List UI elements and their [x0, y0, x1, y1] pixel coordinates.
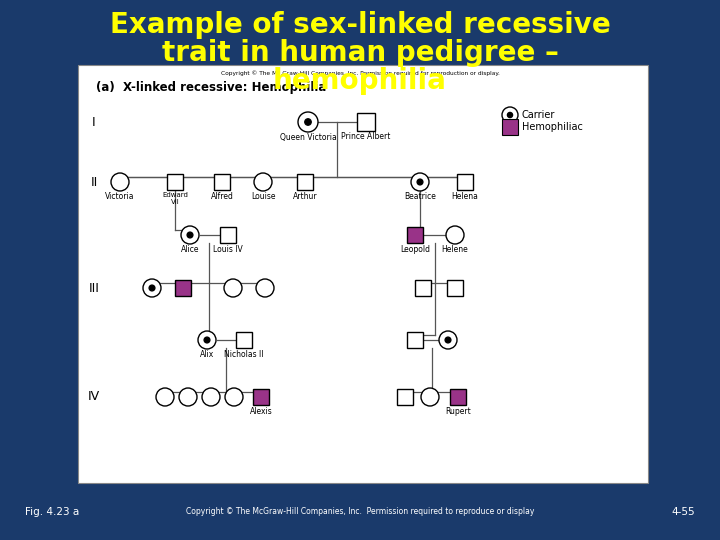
- Circle shape: [149, 285, 155, 291]
- Circle shape: [305, 119, 311, 125]
- Text: Hemophiliac: Hemophiliac: [522, 122, 583, 132]
- Circle shape: [508, 112, 513, 118]
- Circle shape: [181, 226, 199, 244]
- Text: Helena: Helena: [451, 192, 478, 201]
- Text: Arthur: Arthur: [293, 192, 318, 201]
- Text: Rupert: Rupert: [445, 407, 471, 416]
- Bar: [220, 227, 236, 243]
- Text: Copyright © The McGraw-Hill Companies, Inc.  Permission required to reproduce or: Copyright © The McGraw-Hill Companies, I…: [186, 508, 534, 516]
- Text: Louis IV: Louis IV: [213, 245, 243, 254]
- Text: (a)  X-linked recessive: Hemophilia: (a) X-linked recessive: Hemophilia: [96, 80, 326, 93]
- Bar: [407, 332, 423, 348]
- Circle shape: [256, 279, 274, 297]
- Bar: [0, 485, 720, 540]
- Text: IV: IV: [88, 390, 100, 403]
- Circle shape: [111, 173, 129, 191]
- Text: Nicholas II: Nicholas II: [224, 350, 264, 359]
- Circle shape: [225, 388, 243, 406]
- Bar: [457, 174, 473, 190]
- Bar: [167, 174, 183, 190]
- Text: Helene: Helene: [441, 245, 469, 254]
- Text: Alfred: Alfred: [210, 192, 233, 201]
- Circle shape: [198, 331, 216, 349]
- Circle shape: [187, 232, 193, 238]
- Text: Beatrice: Beatrice: [404, 192, 436, 201]
- Text: hemophilia: hemophilia: [273, 67, 447, 95]
- Text: II: II: [91, 176, 98, 188]
- Text: Fig. 4.23 a: Fig. 4.23 a: [25, 507, 79, 517]
- Circle shape: [254, 173, 272, 191]
- Text: Prince Albert: Prince Albert: [341, 132, 391, 141]
- Text: trait in human pedigree –: trait in human pedigree –: [161, 39, 559, 67]
- Text: Alix: Alix: [200, 350, 214, 359]
- Circle shape: [502, 107, 518, 123]
- Bar: [214, 174, 230, 190]
- Bar: [175, 280, 191, 296]
- Circle shape: [204, 337, 210, 343]
- Text: I: I: [92, 116, 96, 129]
- Text: Copyright © The Mc.Graw-Hill Companies, Inc. Permission required for reproductio: Copyright © The Mc.Graw-Hill Companies, …: [220, 70, 500, 76]
- Circle shape: [411, 173, 429, 191]
- Bar: [236, 332, 252, 348]
- Text: 4-55: 4-55: [671, 507, 695, 517]
- Circle shape: [202, 388, 220, 406]
- Text: Louise: Louise: [251, 192, 275, 201]
- Bar: [415, 280, 431, 296]
- Text: Edward
VII: Edward VII: [162, 192, 188, 205]
- Text: Victoria: Victoria: [105, 192, 135, 201]
- Circle shape: [439, 331, 457, 349]
- Circle shape: [143, 279, 161, 297]
- Text: Carrier: Carrier: [522, 110, 555, 120]
- Text: Leopold: Leopold: [400, 245, 430, 254]
- Bar: [447, 280, 463, 296]
- Bar: [502, 119, 518, 135]
- Circle shape: [421, 388, 439, 406]
- Bar: [253, 389, 269, 405]
- Bar: [397, 389, 413, 405]
- Bar: [450, 389, 466, 405]
- Text: Alexis: Alexis: [250, 407, 272, 416]
- Bar: [407, 227, 423, 243]
- Bar: [357, 113, 375, 131]
- Circle shape: [224, 279, 242, 297]
- Bar: [78, 65, 648, 483]
- Text: Alice: Alice: [181, 245, 199, 254]
- Circle shape: [179, 388, 197, 406]
- Circle shape: [445, 337, 451, 343]
- Bar: [297, 174, 313, 190]
- Circle shape: [298, 112, 318, 132]
- Text: Queen Victoria: Queen Victoria: [279, 133, 336, 142]
- Text: Example of sex-linked recessive: Example of sex-linked recessive: [109, 11, 611, 39]
- Circle shape: [446, 226, 464, 244]
- Text: III: III: [89, 281, 99, 294]
- Circle shape: [156, 388, 174, 406]
- Circle shape: [417, 179, 423, 185]
